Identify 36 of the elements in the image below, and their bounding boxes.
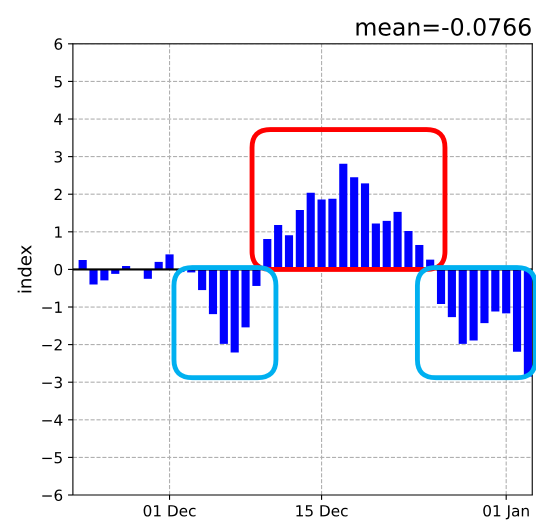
y-axis-title: index [18,245,32,292]
x-tick-label: 15 Dec [296,505,348,517]
bar [470,269,478,340]
bar [89,269,98,284]
y-tick-label: −4 [42,414,62,426]
bar [220,269,228,344]
bar [100,269,108,280]
y-tick-label: −1 [42,302,62,313]
bar [502,269,510,314]
chart-title: mean=-0.0766 [356,18,531,36]
y-tick-label: 2 [54,188,62,200]
y-tick-label: −6 [42,489,62,502]
bar [198,269,206,290]
bar [230,269,239,353]
bar [241,269,250,328]
bar [512,269,522,352]
y-tick-label: 4 [54,114,62,125]
y-tick-label: −3 [42,376,62,388]
y-tick-label: 0 [54,264,62,276]
y-tick-label: −2 [42,339,62,350]
y-tick-label: 3 [54,151,62,163]
bar [165,254,174,270]
bar [480,269,489,324]
bar [208,269,218,314]
y-tick-label: 6 [54,38,62,50]
y-tick-label: 5 [54,76,62,88]
x-tick-label: 01 Dec [144,504,196,517]
bar [448,269,456,318]
x-tick-label: 01 Jan [483,504,529,520]
bar [458,269,467,344]
y-tick-label: −5 [42,452,62,464]
bar [252,269,260,286]
bar [436,269,446,304]
bar [524,269,532,377]
y-tick-label: 1 [55,226,62,238]
bar [491,269,500,312]
